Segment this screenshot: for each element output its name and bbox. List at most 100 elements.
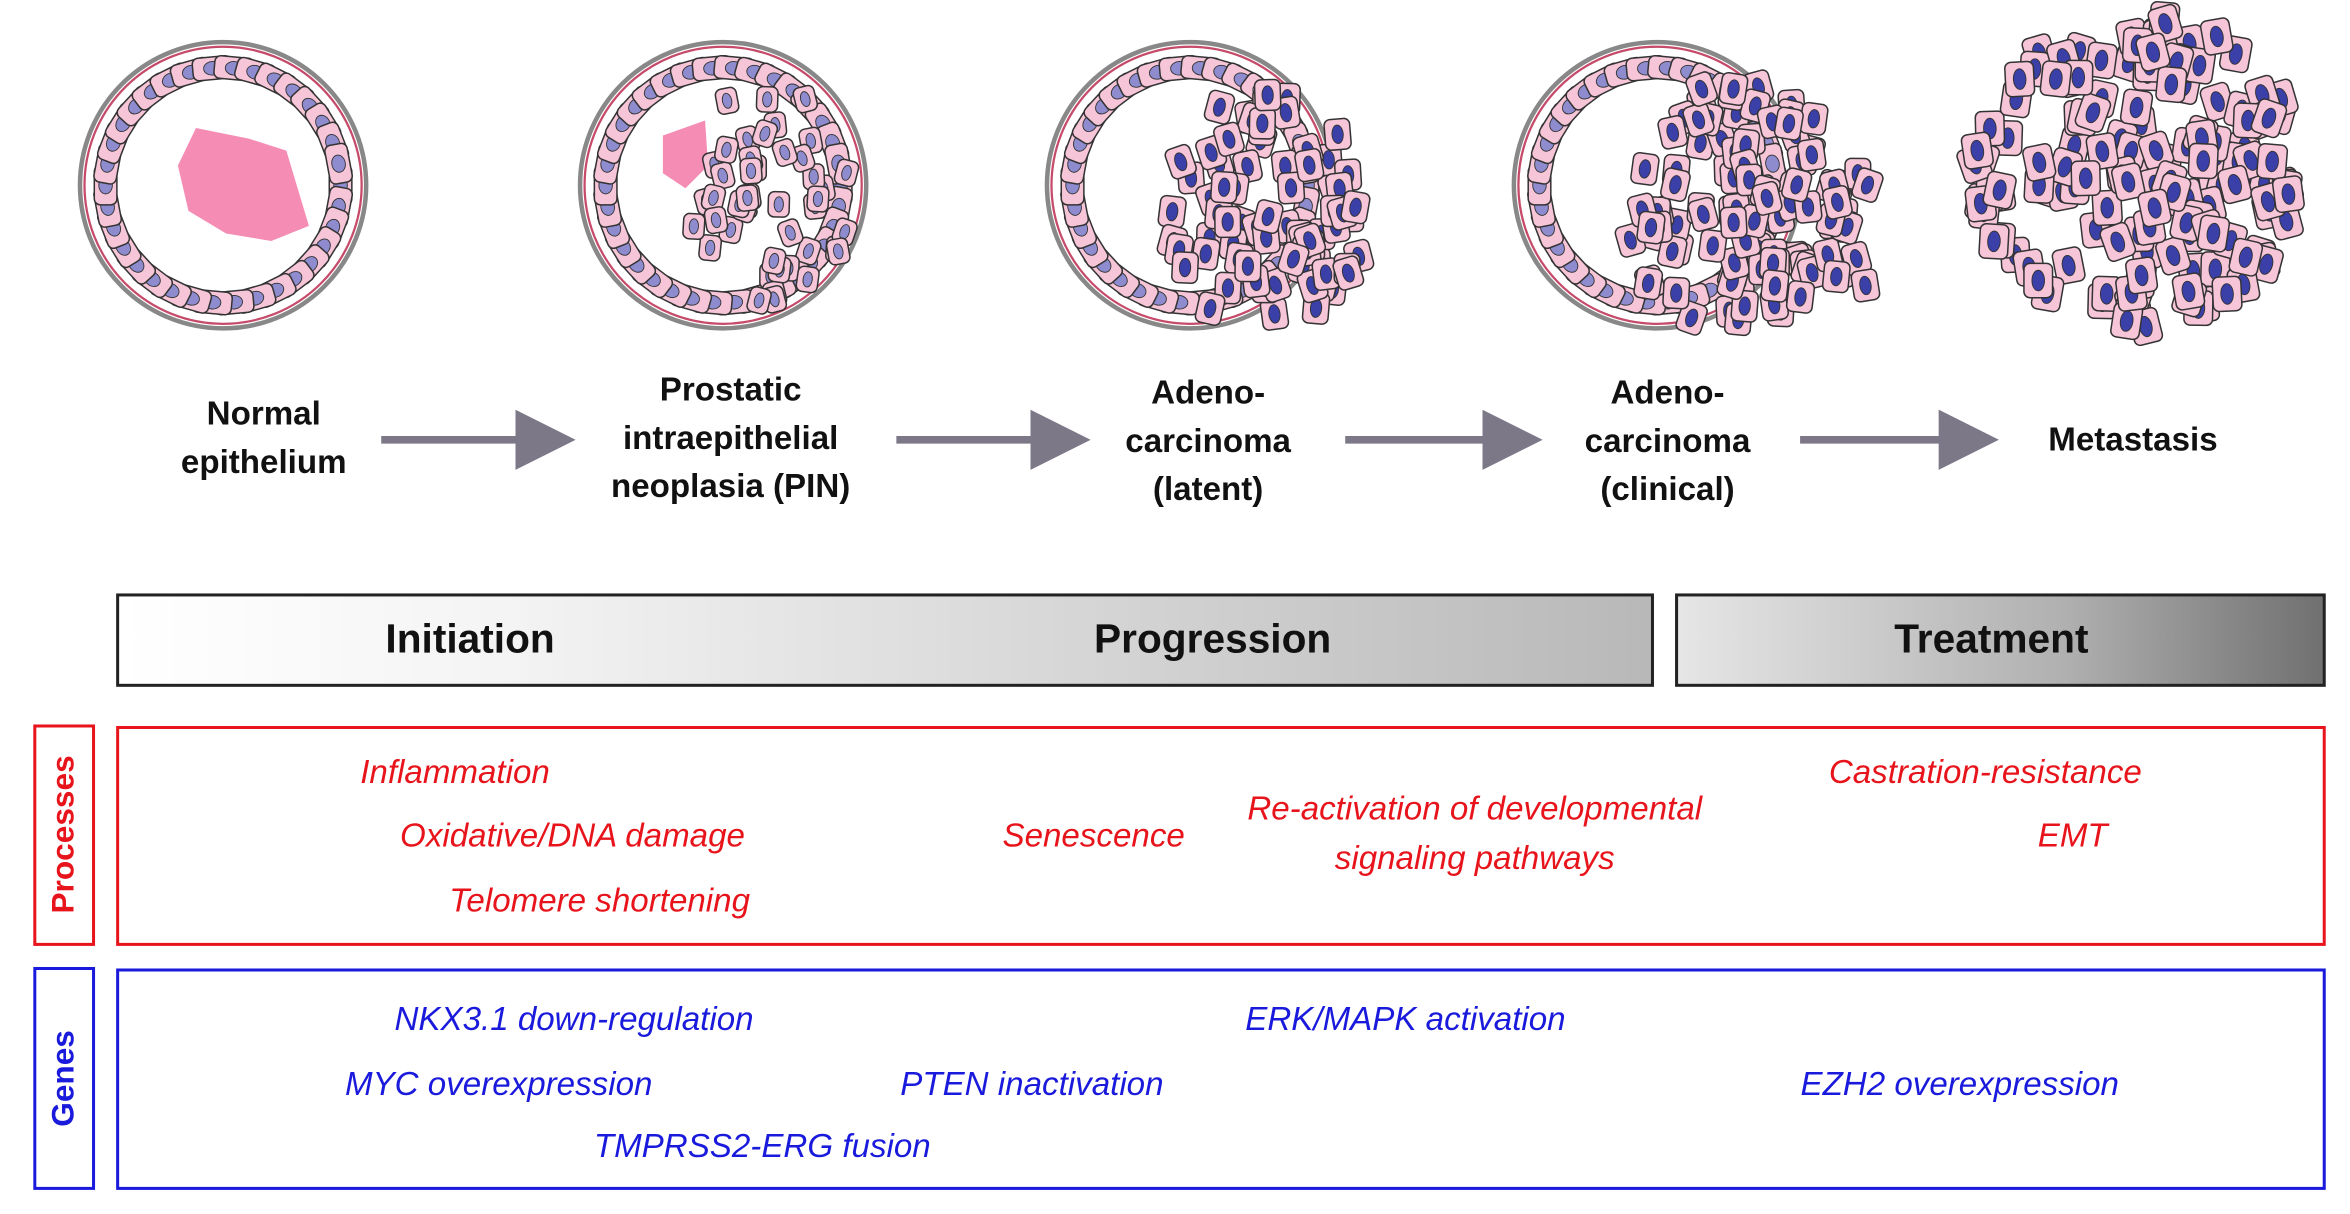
nucleus (1860, 175, 1875, 195)
cell (2023, 262, 2054, 299)
cell (751, 119, 779, 149)
cell (1785, 280, 1816, 314)
cell (1214, 205, 1242, 239)
cell (2099, 221, 2137, 263)
cell (2187, 142, 2219, 180)
nucleus (1765, 154, 1780, 173)
cell (795, 265, 820, 294)
cell (2110, 162, 2146, 202)
cell (2135, 32, 2171, 72)
cell (2039, 60, 2073, 98)
nucleus (784, 225, 796, 241)
nucleus (1303, 155, 1316, 175)
nucleus (1241, 256, 1255, 276)
nucleus (2129, 96, 2144, 119)
process: Senescence (1003, 817, 1185, 854)
nucleus (1992, 179, 2007, 201)
nucleus (1178, 257, 1192, 278)
nucleus (1706, 236, 1719, 256)
nucleus (2110, 231, 2126, 253)
nucleus (1805, 263, 1819, 283)
cell (2084, 41, 2118, 80)
nucleus (1261, 207, 1275, 227)
cell (2074, 92, 2112, 133)
cell (1277, 241, 1310, 277)
cell (2051, 246, 2086, 285)
nucleus (1696, 204, 1710, 224)
cell (2070, 160, 2102, 197)
gene: PTEN inactivation (900, 1066, 1163, 1103)
cell (2091, 275, 2123, 312)
nucleus (1805, 145, 1818, 165)
cell (735, 184, 760, 212)
nucleus (759, 125, 771, 142)
nucleus (1727, 212, 1740, 233)
process: Castration-resistance (1829, 754, 2142, 791)
nucleus (1670, 283, 1683, 303)
nucleus (768, 252, 780, 269)
nucleus (1794, 287, 1807, 307)
cell (1821, 259, 1851, 294)
nucleus (1638, 159, 1652, 179)
cell (714, 135, 739, 164)
nucleus (1728, 253, 1741, 273)
cell (1276, 171, 1306, 205)
nucleus (1830, 266, 1843, 287)
cell (1751, 180, 1783, 216)
cell (714, 86, 740, 115)
cell (1194, 291, 1226, 326)
cell (2155, 235, 2192, 276)
nucleus (2061, 254, 2076, 277)
nucleus (2265, 150, 2279, 173)
cell (2004, 60, 2036, 98)
cell (1656, 234, 1688, 269)
nucleus (2031, 269, 2045, 292)
cell (1840, 240, 1873, 277)
nucleus (1218, 177, 1231, 197)
nucleus (1213, 97, 1226, 117)
cell (324, 142, 354, 185)
cell (2171, 272, 2206, 311)
nucleus (833, 243, 844, 260)
nucleus (2261, 107, 2277, 129)
cell (1253, 78, 1282, 112)
stage-label: Adeno- (1151, 375, 1265, 412)
cell (746, 286, 772, 315)
nucleus (1261, 85, 1274, 105)
cell (1252, 199, 1284, 235)
cell (2217, 164, 2253, 205)
cell (698, 234, 723, 262)
process: Re-activation of developmental (1247, 790, 1703, 827)
cell (767, 190, 791, 218)
cell (1687, 196, 1720, 232)
nucleus (2079, 167, 2093, 189)
cell (2155, 65, 2188, 104)
cell (1850, 268, 1881, 303)
nucleus (1666, 122, 1679, 142)
nucleus (1738, 296, 1751, 316)
cell (710, 161, 736, 190)
cell (2228, 237, 2264, 277)
processes-box (116, 725, 2326, 946)
nucleus (802, 243, 814, 259)
nucleus (802, 271, 813, 288)
side-label: Processes (44, 755, 80, 913)
nucleus (1685, 308, 1699, 328)
nucleus (1174, 152, 1188, 172)
cell (1210, 170, 1239, 204)
nucleus (2121, 171, 2136, 193)
nucleus (1221, 278, 1235, 298)
cell (1662, 276, 1691, 310)
cell (1760, 269, 1790, 303)
nucleus (1241, 156, 1254, 177)
cell (1978, 223, 2010, 260)
nucleus (2085, 102, 2101, 124)
stage-label: neoplasia (PIN) (611, 468, 850, 505)
stage-label: carcinoma (1125, 423, 1291, 460)
cell (2022, 143, 2057, 182)
nucleus (1303, 231, 1317, 250)
cell (761, 246, 787, 276)
nucleus (710, 212, 722, 229)
cell (1213, 121, 1245, 157)
nucleus (1665, 242, 1679, 262)
